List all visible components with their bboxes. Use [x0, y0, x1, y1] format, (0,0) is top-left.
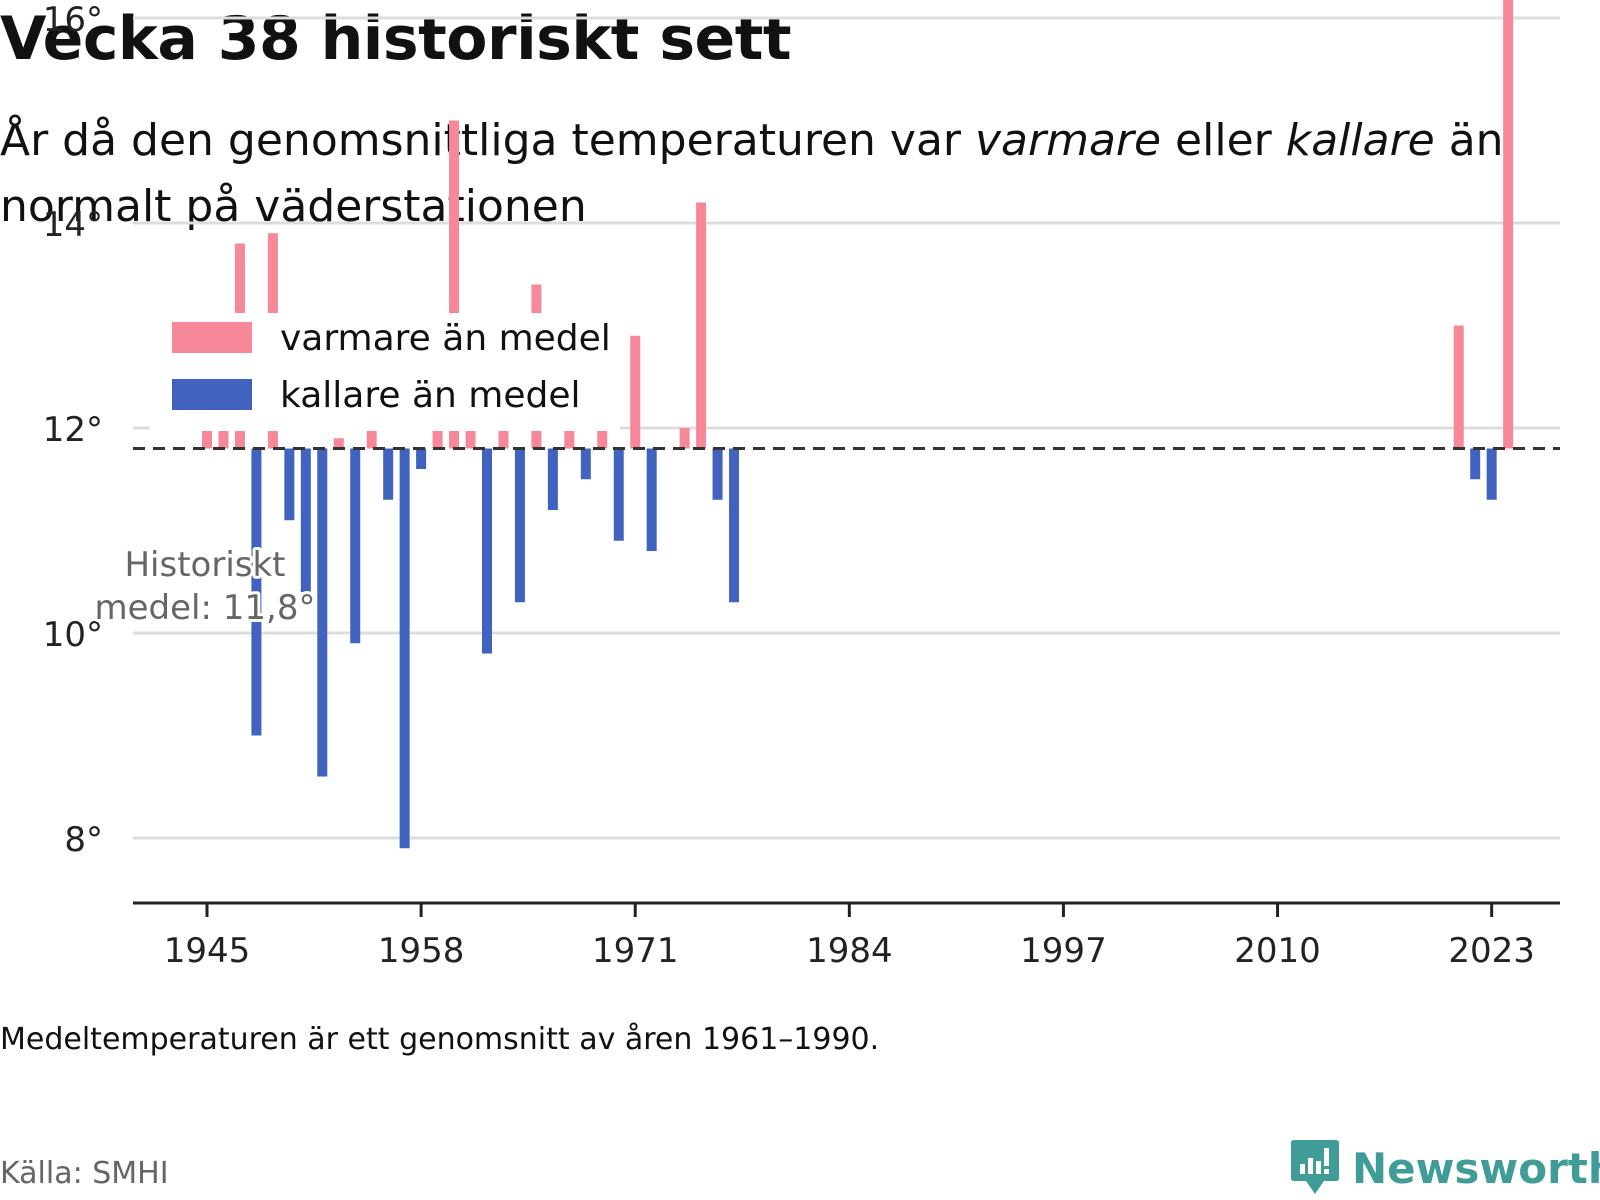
bar: [481, 448, 492, 654]
x-tick-label: 1971: [592, 931, 679, 971]
bar: [646, 448, 657, 551]
annotation-line-1: Historiskt: [124, 545, 285, 585]
x-axis: 1945 1958 1971 1984 1997 2010 2023: [133, 901, 1560, 971]
bar: [580, 448, 591, 480]
bar: [449, 120, 460, 449]
x-tick-label: 1958: [378, 931, 465, 971]
bar: [547, 448, 558, 510]
subtitle-part-1: År då den genomsnittliga temperaturen va…: [0, 115, 975, 166]
y-tick-label: 8°: [64, 820, 103, 860]
legend-label-cold: kallare än medel: [280, 375, 580, 416]
bar: [300, 448, 311, 592]
legend-swatch-warm: [172, 322, 252, 353]
y-tick-label: 12°: [43, 410, 103, 450]
bar: [597, 417, 608, 449]
source-label: Källa: SMHI: [0, 1156, 169, 1191]
bar: [350, 448, 361, 644]
bar: [679, 428, 690, 449]
legend: varmare än medel kallare än medel: [150, 313, 620, 431]
y-axis-labels: 8°10°12°14°16°18°: [43, 0, 103, 860]
bar: [383, 448, 394, 500]
newsworthy-logo-icon: [1291, 1140, 1339, 1194]
bar: [284, 448, 295, 521]
bar: [514, 448, 525, 603]
bar: [1503, 0, 1514, 449]
bar: [630, 335, 641, 449]
subtitle-part-2: eller: [1161, 115, 1286, 166]
subtitle-cold-word: kallare: [1285, 115, 1435, 166]
x-tick-label: 1997: [1020, 931, 1107, 971]
bar: [333, 438, 344, 449]
chart-title: Vecka 38 historiskt sett: [0, 4, 792, 74]
y-tick-label: 10°: [43, 615, 103, 655]
bar: [696, 202, 707, 449]
bar: [317, 448, 328, 777]
y-tick-label: 16°: [43, 0, 103, 40]
legend-swatch-cold: [172, 379, 252, 410]
bar: [1486, 448, 1497, 500]
footnote: Medeltemperaturen är ett genomsnitt av å…: [0, 1022, 880, 1057]
annotation-line-2: medel: 11,8°: [95, 588, 316, 628]
chart-subtitle: År då den genomsnittliga temperaturen va…: [0, 108, 1560, 240]
bar: [712, 448, 723, 500]
x-tick-label: 1945: [164, 931, 251, 971]
bar: [1453, 325, 1464, 449]
bar: [251, 448, 262, 736]
x-tick-label: 2010: [1234, 931, 1321, 971]
bar: [399, 448, 410, 849]
subtitle-warm-word: varmare: [974, 115, 1162, 166]
bar: [729, 448, 740, 603]
y-tick-label: 14°: [43, 205, 103, 245]
bar: [416, 448, 427, 469]
x-tick-label: 1984: [806, 931, 893, 971]
x-tick-label: 2023: [1448, 931, 1535, 971]
newsworthy-logo: Newsworthy: [1290, 1138, 1600, 1198]
bar: [613, 448, 624, 541]
bar: [1470, 448, 1481, 480]
brand-name: Newsworthy: [1352, 1143, 1600, 1193]
legend-label-warm: varmare än medel: [280, 318, 611, 359]
